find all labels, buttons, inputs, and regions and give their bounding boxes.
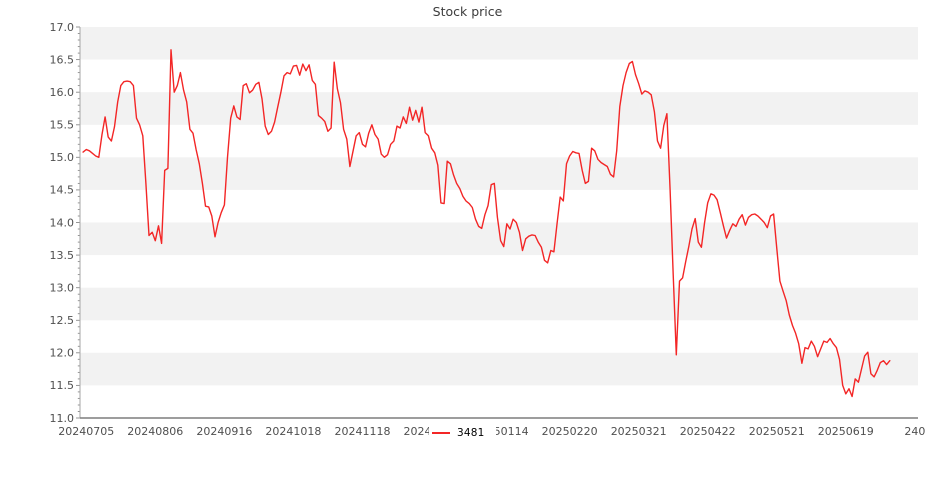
svg-text:20241018: 20241018 bbox=[265, 425, 321, 438]
svg-text:240: 240 bbox=[904, 425, 925, 438]
svg-text:16.5: 16.5 bbox=[50, 53, 75, 66]
svg-text:20250422: 20250422 bbox=[680, 425, 736, 438]
svg-text:20250619: 20250619 bbox=[818, 425, 874, 438]
svg-text:15.0: 15.0 bbox=[50, 151, 75, 164]
y-axis: 17.0 16.5 16.0 15.5 15.0 14.5 14.0 13.5 13.0 12.5… bbox=[50, 21, 80, 425]
svg-text:17.0: 17.0 bbox=[50, 21, 75, 34]
svg-text:20240806: 20240806 bbox=[127, 425, 183, 438]
chart-title: Stock price bbox=[432, 4, 503, 19]
svg-text:20240916: 20240916 bbox=[196, 425, 252, 438]
svg-text:11.5: 11.5 bbox=[50, 379, 75, 392]
svg-text:20250521: 20250521 bbox=[749, 425, 805, 438]
legend-line-swatch-icon bbox=[432, 432, 450, 434]
svg-text:12.5: 12.5 bbox=[50, 314, 75, 327]
svg-text:20250321: 20250321 bbox=[611, 425, 667, 438]
svg-text:12.0: 12.0 bbox=[50, 347, 75, 360]
svg-text:13.5: 13.5 bbox=[50, 249, 75, 262]
svg-text:20240705: 20240705 bbox=[58, 425, 114, 438]
legend: 3481 bbox=[429, 422, 496, 444]
svg-text:20250220: 20250220 bbox=[542, 425, 598, 438]
svg-text:20241118: 20241118 bbox=[335, 425, 391, 438]
svg-text:14.5: 14.5 bbox=[50, 184, 75, 197]
svg-text:16.0: 16.0 bbox=[50, 86, 75, 99]
svg-text:13.0: 13.0 bbox=[50, 282, 75, 295]
legend-series-label: 3481 bbox=[457, 427, 485, 439]
svg-text:15.5: 15.5 bbox=[50, 119, 75, 132]
price-line bbox=[82, 49, 891, 398]
svg-text:14.0: 14.0 bbox=[50, 216, 75, 229]
svg-text:11.0: 11.0 bbox=[50, 412, 75, 425]
